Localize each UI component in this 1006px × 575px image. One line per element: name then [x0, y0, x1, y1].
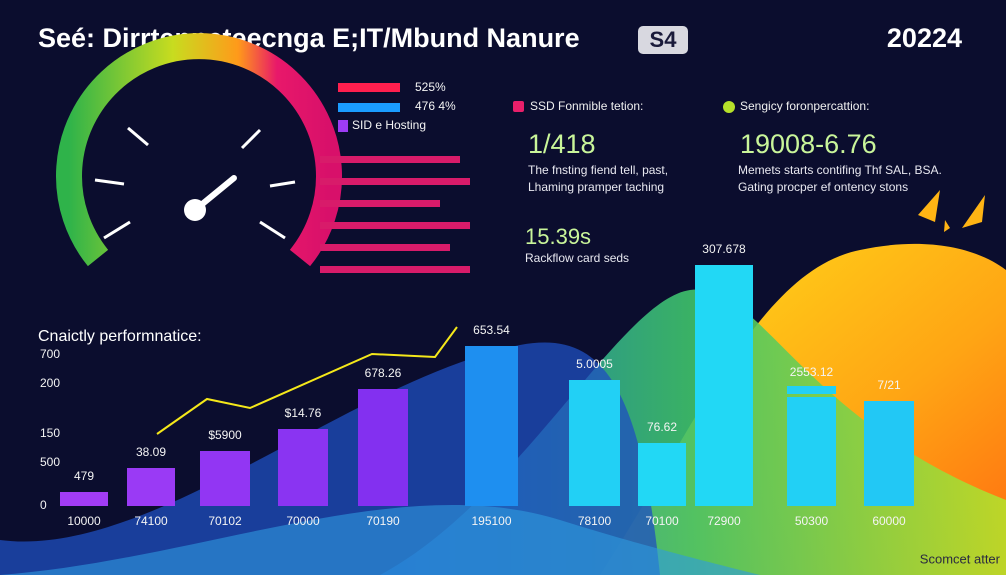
gauge-arc [56, 33, 342, 267]
legend-label: SID e Hosting [352, 118, 426, 132]
bar [864, 401, 914, 506]
stripes [320, 156, 470, 273]
title: Seé: Dirrtenneteecnga E;IT/Mbund Nanure [38, 23, 580, 53]
stat-text: Lhaming pramper taching [528, 180, 664, 194]
bar [127, 468, 175, 506]
wave [0, 505, 760, 575]
triangles [918, 190, 985, 232]
bar [465, 346, 518, 506]
bar-label: 2553.12 [790, 365, 834, 379]
stat-icon [723, 101, 735, 113]
x-label: 10000 [67, 514, 101, 528]
y-label: 200 [40, 376, 60, 390]
x-label: 70102 [208, 514, 242, 528]
bar-label: 5.0005 [576, 357, 613, 371]
stat-value: 1/418 [528, 129, 596, 159]
panel-title: Cnaictly performnatice: [38, 328, 202, 345]
gauge-ticks [94, 126, 296, 240]
y-label: 0 [40, 498, 47, 512]
gauge-hub [184, 199, 206, 221]
y-label: 500 [40, 455, 60, 469]
legend-swatch [338, 103, 400, 112]
stat-icon [513, 101, 524, 112]
bar [569, 380, 620, 506]
stat-heading: Sengicy foronpercattion: [740, 99, 869, 113]
bar-label: 479 [74, 469, 94, 483]
stat-heading: SSD Fonmible tetion: [530, 99, 643, 113]
badge-box [638, 26, 688, 54]
bar-label: 653.54 [473, 323, 510, 337]
bar [358, 389, 408, 506]
bar-label: $14.76 [285, 406, 322, 420]
x-label: 72900 [707, 514, 741, 528]
x-label: 78100 [578, 514, 612, 528]
bars: 700 200 150 500 0 479 10000 38.09 74100 $5900 7010… [40, 242, 914, 528]
legend-label: 525% [415, 80, 446, 94]
bar-label: 678.26 [365, 366, 402, 380]
x-label: 50300 [795, 514, 829, 528]
footer: Scomcet atter [920, 551, 1001, 566]
stat-text: The fnsting fiend tell, past, [528, 163, 668, 177]
x-label: 70100 [645, 514, 679, 528]
bar-label: 76.62 [647, 420, 677, 434]
stat-text: Rackflow card seds [525, 251, 629, 265]
x-label: 70000 [286, 514, 320, 528]
bar-cap [787, 386, 836, 394]
bar [787, 397, 836, 506]
bar-label: 307.678 [702, 242, 746, 256]
bar [200, 451, 250, 506]
stat-text: Gating procper ef ontency stons [738, 180, 908, 194]
trend-line [156, 326, 458, 435]
legend-label: 476 4% [415, 99, 456, 113]
bar-label: $5900 [208, 428, 242, 442]
y-label: 150 [40, 426, 60, 440]
x-label: 74100 [134, 514, 168, 528]
year: 20224 [887, 23, 962, 53]
bar [278, 429, 328, 506]
x-label: 60000 [872, 514, 906, 528]
stat-text: Memets starts contifing Thf SAL, BSA. [738, 163, 942, 177]
legend-swatch [338, 120, 348, 132]
legend-swatch [338, 83, 400, 92]
stat-value: 15.39s [525, 224, 591, 249]
x-label: 195100 [471, 514, 511, 528]
bar [60, 492, 108, 506]
bar [695, 265, 753, 506]
bar-label: 7/21 [877, 378, 901, 392]
stat-value: 19008-6.76 [740, 129, 877, 159]
bar-label: 38.09 [136, 445, 166, 459]
x-label: 70190 [366, 514, 400, 528]
badge: S4 [650, 27, 678, 52]
y-label: 700 [40, 347, 60, 361]
bar [638, 443, 686, 506]
